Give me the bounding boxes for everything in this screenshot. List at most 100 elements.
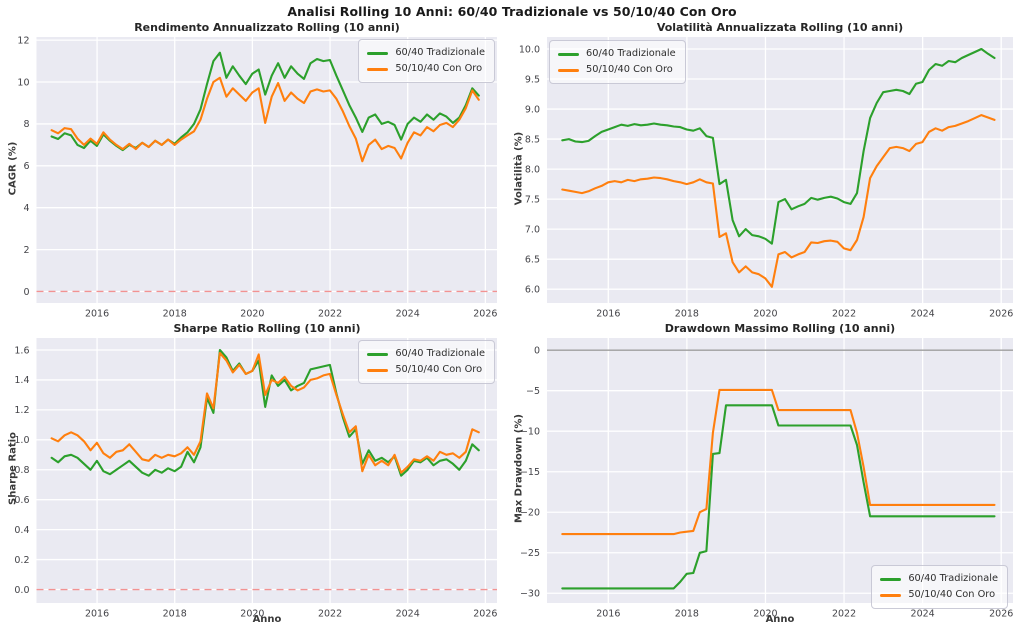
y-tick-label: 0: [23, 287, 29, 298]
y-tick-label: 6.5: [525, 254, 540, 265]
y-tick-label: 7.5: [525, 194, 540, 205]
x-axis-label-anno-left: Anno: [252, 614, 282, 625]
subplot-title-volatilita: Volatilità Annualizzata Rolling (10 anni…: [656, 21, 904, 34]
x-tick-label: 2024: [396, 609, 420, 620]
x-tick-label: 2020: [753, 609, 777, 620]
subplot-title-drawdown: Drawdown Massimo Rolling (10 anni): [664, 322, 896, 335]
series-line: [50, 348, 480, 477]
y-tick-label: 8: [23, 119, 29, 130]
legend-item: 50/10/40 Con Oro: [880, 587, 998, 603]
legend-item: 60/40 Tradizionale: [367, 346, 485, 362]
legend-drawdown: 60/40 Tradizionale 50/10/40 Con Oro: [871, 565, 1008, 609]
green-line-swatch-icon: [880, 577, 902, 581]
green-line-swatch-icon: [367, 352, 389, 356]
y-tick-label: 12: [17, 35, 29, 46]
x-tick-label: 2016: [85, 609, 109, 620]
x-tick-label: 2018: [163, 309, 187, 320]
y-tick-label: −30: [520, 589, 540, 600]
y-tick-label: 1.2: [14, 405, 29, 416]
y-axis-label-drawdown: Max Drawdown (%): [513, 414, 525, 523]
y-tick-label: 0.6: [14, 495, 29, 506]
y-tick-label: 0: [534, 345, 540, 356]
x-tick-label: 2020: [240, 609, 264, 620]
series-line: [561, 114, 996, 288]
orange-line-swatch-icon: [558, 68, 579, 72]
legend-sharpe: 60/40 Tradizionale 50/10/40 Con Oro: [358, 340, 495, 384]
x-tick-label: 2022: [832, 309, 856, 320]
legend-label: 60/40 Tradizionale: [908, 573, 998, 584]
y-tick-label: 8.0: [525, 164, 540, 175]
green-line-swatch-icon: [367, 51, 389, 55]
x-axis-label-anno-right: Anno: [765, 614, 795, 625]
series-line: [50, 351, 480, 474]
x-tick-label: 2022: [318, 309, 342, 320]
y-tick-label: 7.0: [525, 224, 540, 235]
y-tick-label: 0.4: [14, 525, 29, 536]
x-tick-label: 2020: [240, 309, 264, 320]
y-axis-label-cagr: CAGR (%): [7, 141, 19, 196]
y-tick-label: −10: [520, 426, 540, 437]
y-tick-label: 4: [23, 203, 29, 214]
x-tick-label: 2022: [318, 609, 342, 620]
x-tick-label: 2022: [832, 609, 856, 620]
series-line: [561, 404, 996, 590]
y-tick-label: 10: [17, 77, 29, 88]
x-tick-label: 2016: [596, 609, 620, 620]
legend-label: 50/10/40 Con Oro: [908, 589, 996, 600]
y-tick-label: 9.5: [525, 74, 540, 85]
figure-title: Analisi Rolling 10 Anni: 60/40 Tradizion…: [287, 4, 737, 19]
x-tick-label: 2024: [911, 309, 935, 320]
legend-item: 50/10/40 Con Oro: [367, 362, 485, 378]
chart-panel: 0 −5 −10 −15 −20 −25 −30 2016 2018 2020 2022 2024 20…: [520, 338, 1013, 620]
y-tick-label: 0.0: [14, 585, 29, 596]
legend-label: 50/10/40 Con Oro: [395, 364, 483, 375]
y-tick-label: 1.4: [14, 375, 29, 386]
legend-rendimento: 60/40 Tradizionale 50/10/40 Con Oro: [358, 39, 495, 83]
x-tick-label: 2016: [596, 309, 620, 320]
subplot-title-rendimento: Rendimento Annualizzato Rolling (10 anni…: [134, 21, 400, 34]
y-axis-label-volatilita: Volatilità (%): [513, 131, 525, 206]
x-tick-label: 2024: [396, 309, 420, 320]
x-tick-label: 2018: [675, 309, 699, 320]
y-tick-label: 6.0: [525, 284, 540, 295]
orange-line-swatch-icon: [367, 368, 389, 372]
y-tick-label: −5: [526, 386, 540, 397]
y-tick-label: 10.0: [519, 44, 540, 55]
x-tick-label: 2026: [473, 309, 497, 320]
orange-line-swatch-icon: [367, 67, 389, 71]
y-tick-label: 8.5: [525, 134, 540, 145]
x-tick-label: 2018: [675, 609, 699, 620]
x-tick-label: 2024: [911, 609, 935, 620]
y-tick-label: −25: [520, 548, 540, 559]
green-line-swatch-icon: [558, 52, 579, 56]
y-tick-label: 2: [23, 245, 29, 256]
x-tick-label: 2018: [163, 609, 187, 620]
subplot-title-sharpe: Sharpe Ratio Rolling (10 anni): [173, 322, 361, 335]
y-tick-label: 0.8: [14, 465, 29, 476]
x-tick-label: 2026: [989, 309, 1013, 320]
x-tick-label: 2020: [753, 309, 777, 320]
y-tick-label: 1.6: [14, 345, 29, 356]
y-tick-label: −15: [520, 467, 540, 478]
y-tick-label: 1.0: [14, 435, 29, 446]
legend-item: 60/40 Tradizionale: [558, 46, 676, 62]
legend-volatilita: 60/40 Tradizionale 50/10/40 Con Oro: [549, 40, 686, 84]
y-tick-label: −20: [520, 508, 540, 519]
y-axis-label-sharpe: Sharpe Ratio: [7, 432, 19, 505]
legend-item: 60/40 Tradizionale: [367, 45, 485, 61]
legend-label: 60/40 Tradizionale: [395, 47, 485, 58]
legend-label: 60/40 Tradizionale: [395, 348, 485, 359]
orange-line-swatch-icon: [880, 593, 902, 597]
x-tick-label: 2026: [989, 609, 1013, 620]
y-tick-label: 9.0: [525, 104, 540, 115]
y-tick-label: 6: [23, 161, 29, 172]
plot-area: [547, 338, 1013, 603]
series-line: [561, 47, 996, 245]
y-tick-label: 0.2: [14, 555, 29, 566]
legend-item: 60/40 Tradizionale: [880, 571, 998, 587]
legend-item: 50/10/40 Con Oro: [367, 61, 485, 77]
legend-label: 50/10/40 Con Oro: [586, 64, 673, 75]
x-tick-label: 2026: [473, 609, 497, 620]
series-line: [561, 388, 996, 536]
